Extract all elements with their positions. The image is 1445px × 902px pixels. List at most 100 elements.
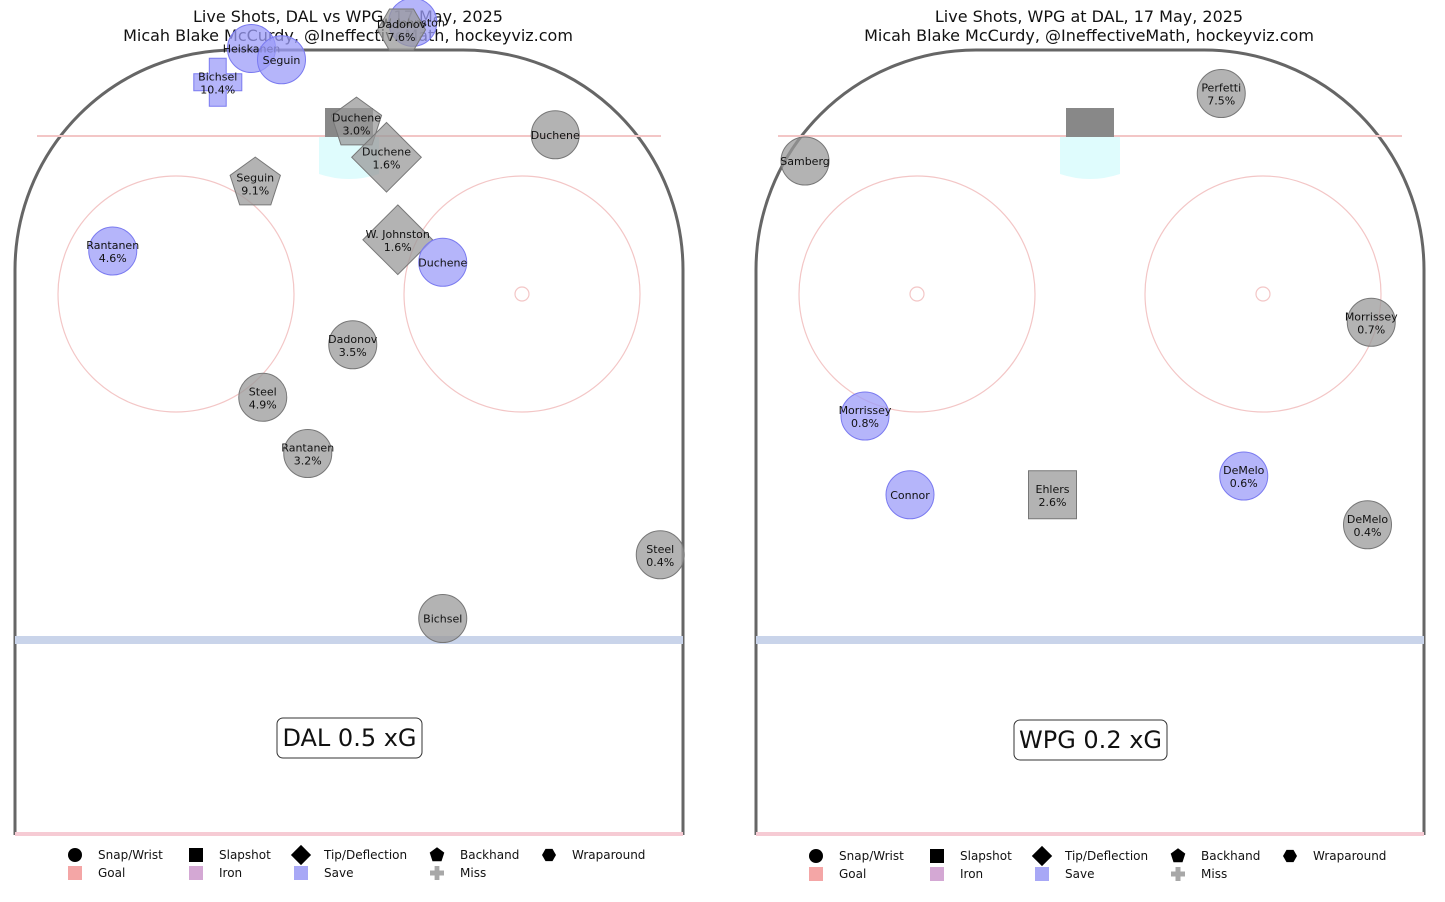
shot-player-label: Rantanen	[281, 442, 334, 455]
legend-swatch	[68, 866, 82, 880]
shot-xg-label: 9.1%	[241, 185, 269, 198]
shot-player-label: Duchene	[418, 256, 467, 269]
shot-player-label: Duchene	[332, 112, 381, 125]
legend-label: Iron	[960, 867, 983, 881]
legend-swatch	[68, 848, 82, 862]
legend-swatch	[1170, 848, 1186, 863]
faceoff-circle-left	[798, 175, 1036, 413]
shot-marker	[1196, 69, 1246, 118]
shot-marker	[283, 429, 333, 478]
legend-label: Iron	[219, 866, 242, 880]
rink	[13, 48, 685, 836]
shot-player-label: Steel	[646, 543, 674, 556]
legend-swatch	[1283, 849, 1297, 863]
legend-swatch	[1171, 867, 1185, 881]
legend-label: Wraparound	[572, 848, 645, 862]
shot-marker	[1219, 451, 1269, 501]
xg-box-frame	[276, 717, 423, 759]
xg-box: DAL 0.5 xG	[276, 717, 423, 759]
legend-label: Snap/Wrist	[98, 848, 163, 862]
legend-item-goal: Goal	[68, 866, 125, 880]
shot-player-label: Morrissey	[839, 404, 892, 417]
legend-swatch	[930, 867, 944, 881]
shot-xg-label: 4.6%	[99, 252, 127, 265]
panel-subtitle: Micah Blake McCurdy, @IneffectiveMath, h…	[864, 26, 1314, 45]
legend-item-tip: Tip/Deflection	[290, 844, 407, 866]
xg-box: WPG 0.2 xG	[1013, 719, 1168, 761]
shot-marker	[193, 57, 243, 107]
legend-item-iron: Iron	[189, 866, 242, 880]
shot-player-label: Connor	[890, 489, 930, 502]
legend-swatch	[430, 866, 444, 880]
shot-marker	[1346, 297, 1396, 347]
shot-mark: Samberg	[780, 136, 830, 186]
shot-xg-label: 0.8%	[851, 417, 879, 430]
shot-xg-label: 1.6%	[384, 241, 412, 254]
shot-player-label: Seguin	[263, 54, 301, 67]
legend-swatch	[1035, 867, 1049, 881]
legend-label: Tip/Deflection	[323, 848, 407, 862]
legend-item-slap: Slapshot	[930, 849, 1012, 863]
legend-label: Save	[324, 866, 353, 880]
shot-marker	[88, 226, 138, 276]
legend-item-save: Save	[1035, 867, 1094, 881]
legend-swatch	[189, 848, 203, 862]
legend-label: Miss	[1201, 867, 1227, 881]
legend-swatch	[290, 844, 312, 866]
rink-boards	[754, 48, 1426, 835]
goal-crease	[1060, 137, 1120, 179]
shot-mark: Duchene	[418, 237, 468, 287]
shot-marker	[328, 320, 378, 370]
shot-marker	[530, 110, 580, 160]
rink-boards	[13, 48, 685, 835]
legend-swatch	[1031, 845, 1053, 867]
shot-marker	[330, 96, 383, 146]
shot-xg-label: 3.0%	[343, 125, 371, 138]
legend-label: Slapshot	[219, 848, 271, 862]
legend-label: Wraparound	[1313, 849, 1386, 863]
shot-marker	[418, 237, 468, 287]
shot-player-label: Duchene	[531, 129, 580, 142]
blue-line	[15, 636, 683, 644]
shot-player-label: Samberg	[780, 155, 830, 168]
legend-item-snap: Snap/Wrist	[68, 848, 163, 862]
legend-swatch	[930, 849, 944, 863]
shot-player-label: DeMelo	[1223, 464, 1265, 477]
shot-xg-label: 0.6%	[1230, 477, 1258, 490]
legend-item-snap: Snap/Wrist	[809, 849, 904, 863]
faceoff-dot-left	[909, 286, 925, 302]
shot-marker	[780, 136, 830, 186]
faceoff-circle-left	[57, 175, 295, 413]
faceoff-circle-right	[403, 175, 641, 413]
xg-total-label: WPG 0.2 xG	[1019, 726, 1162, 754]
xg-total-label: DAL 0.5 xG	[282, 724, 416, 752]
shot-xg-label: 1.6%	[373, 158, 401, 171]
shot-player-label: Perfetti	[1201, 82, 1241, 95]
shot-marker	[238, 372, 288, 422]
panel-title: Live Shots, DAL vs WPG, 17 May, 2025	[193, 7, 503, 26]
shot-marker	[840, 391, 890, 441]
legend-item-wrap: Wraparound	[1283, 849, 1386, 863]
shot-xg-label: 7.5%	[1207, 95, 1235, 108]
shot-xg-label: 0.7%	[1357, 323, 1385, 336]
legend-item-back: Backhand	[1170, 848, 1260, 863]
blue-line	[756, 636, 1424, 644]
shot-marker	[229, 156, 281, 206]
legend-swatch	[294, 866, 308, 880]
legend-label: Snap/Wrist	[839, 849, 904, 863]
shot-xg-label: 0.4%	[646, 556, 674, 569]
legend-label: Slapshot	[960, 849, 1012, 863]
legend-item-back: Backhand	[429, 847, 519, 862]
